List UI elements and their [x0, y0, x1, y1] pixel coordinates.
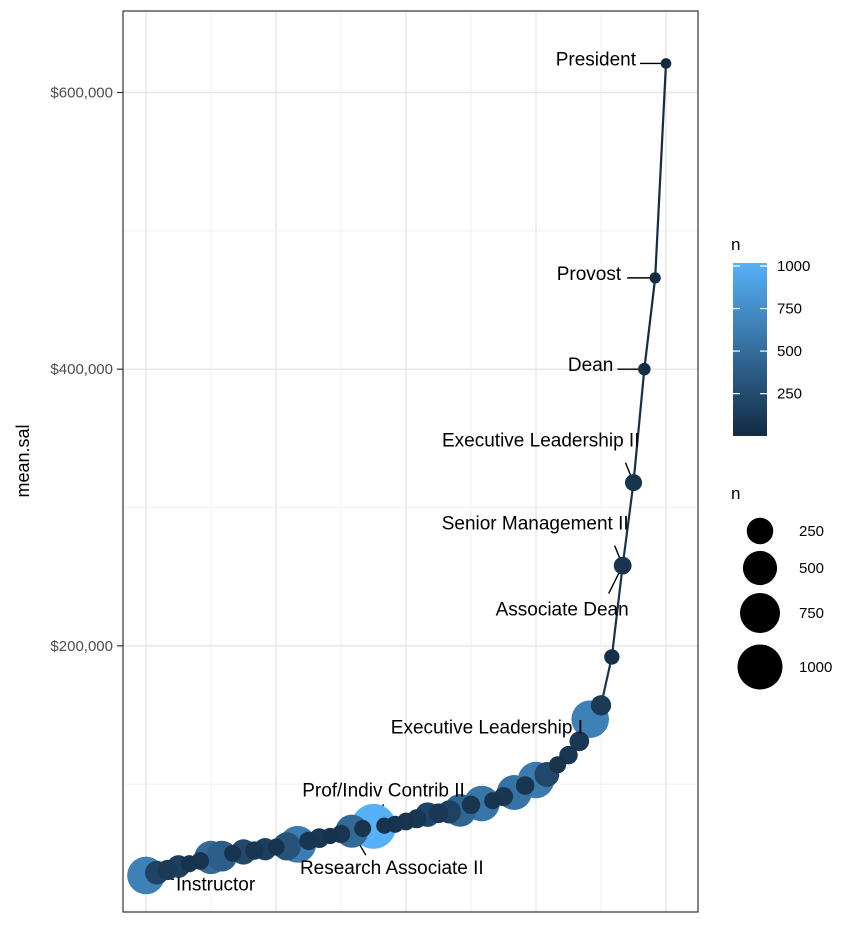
color-legend: n 250 500 750 1000	[731, 235, 810, 436]
color-bar-label: 250	[777, 386, 802, 403]
point	[624, 474, 643, 492]
size-legend-label: 1000	[799, 659, 832, 676]
point	[299, 831, 318, 851]
plot-background	[123, 11, 698, 912]
size-legend-key	[737, 644, 783, 690]
connector-segment	[621, 482, 635, 566]
color-bar-label: 1000	[777, 258, 810, 275]
point	[638, 362, 651, 376]
point	[649, 272, 661, 284]
point	[613, 556, 632, 575]
color-bar	[733, 263, 767, 436]
color-legend-title: n	[731, 235, 740, 254]
point	[267, 838, 285, 856]
point-label: Associate Dean	[496, 600, 629, 621]
point	[376, 817, 393, 834]
point-label: Provost	[557, 264, 622, 285]
point-label: Senior Management II	[442, 514, 629, 535]
point	[569, 731, 590, 752]
point	[660, 58, 672, 69]
points	[127, 58, 672, 895]
point	[245, 841, 264, 860]
connector-segment	[654, 63, 668, 278]
point	[604, 649, 620, 665]
plot-border	[122, 10, 699, 913]
point-label: President	[556, 49, 637, 70]
point-label: Executive Leadership I	[391, 717, 583, 738]
point	[354, 819, 372, 837]
color-bar-label: 500	[777, 343, 802, 360]
point	[484, 792, 502, 810]
point-label: Executive Leadership II	[442, 431, 640, 452]
point	[428, 803, 449, 824]
y-axis: $200,000 $400,000 $600,000	[50, 85, 123, 655]
point	[549, 756, 567, 774]
connector-segment	[643, 277, 657, 370]
point-label: Research Associate II	[300, 858, 484, 879]
size-legend-key	[742, 550, 778, 586]
size-legend-label: 250	[799, 523, 824, 540]
connector-segment	[610, 565, 624, 658]
point-label: Prof/Indiv Contrib II	[302, 780, 465, 801]
y-tick-label: $400,000	[50, 361, 113, 378]
point	[180, 855, 198, 873]
color-bar-label: 750	[777, 301, 802, 318]
point-label: Instructor	[176, 874, 256, 895]
point	[461, 795, 481, 815]
y-tick-label: $200,000	[50, 638, 113, 655]
y-axis-title: mean.sal	[13, 424, 33, 497]
y-tick-label: $600,000	[50, 85, 113, 102]
size-legend-title: n	[731, 484, 740, 503]
point-labels: President Provost Dean Executive Leadership…	[176, 49, 640, 895]
point	[590, 695, 612, 716]
size-legend-label: 750	[799, 605, 824, 622]
connector-segment	[632, 369, 646, 483]
size-legend: n 250 500 750 1000	[731, 484, 832, 690]
point-label: Dean	[568, 355, 613, 376]
size-legend-key	[739, 592, 781, 634]
point	[515, 776, 535, 795]
size-legend-label: 500	[799, 560, 824, 577]
point	[157, 859, 178, 881]
size-legend-key	[746, 517, 774, 545]
point	[224, 844, 242, 862]
point	[322, 827, 339, 845]
